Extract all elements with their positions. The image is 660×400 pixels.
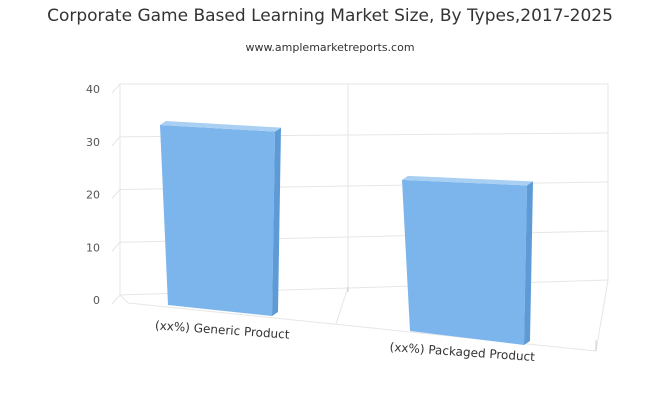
x-tick-label: (xx%) Generic Product <box>155 318 291 341</box>
y-tick-label: 10 <box>86 241 100 254</box>
gridline-side <box>111 189 121 199</box>
bar <box>402 179 527 345</box>
gridline-side <box>111 83 121 94</box>
gridline-side <box>111 294 121 305</box>
bar-side <box>272 127 281 316</box>
bar-top <box>160 120 281 132</box>
bar-side <box>524 181 533 345</box>
y-tick-label: 20 <box>86 189 100 202</box>
floor-left-edge <box>119 294 129 304</box>
y-tick-label: 0 <box>93 294 100 307</box>
floor-right-edge <box>595 279 609 352</box>
chart-subtitle: www.amplemarketreports.com <box>245 41 415 54</box>
bar <box>160 124 275 316</box>
bar-top <box>402 175 533 186</box>
gridline-side <box>111 136 121 147</box>
floor-divider <box>335 286 349 325</box>
y-tick-label: 40 <box>86 83 100 96</box>
y-tick-label: 30 <box>86 136 100 149</box>
gridline-side <box>111 241 121 252</box>
chart-title: Corporate Game Based Learning Market Siz… <box>47 6 613 26</box>
